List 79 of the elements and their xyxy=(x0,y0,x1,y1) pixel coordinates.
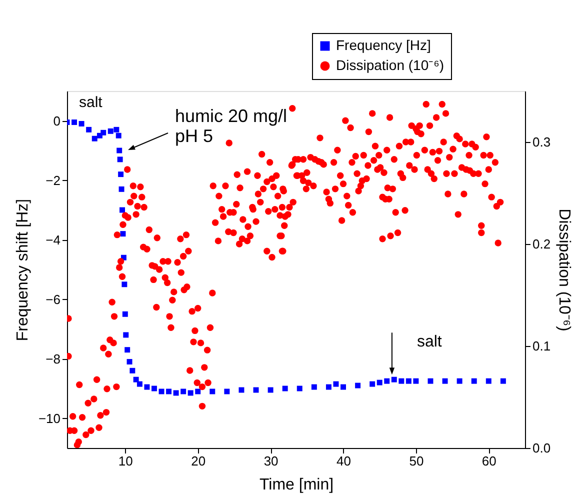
point xyxy=(355,382,361,388)
point xyxy=(500,378,506,384)
x-tick-label: 10 xyxy=(118,454,133,468)
x-tick-label: 60 xyxy=(482,454,496,468)
y2-axis-title: Dissipation (10⁻⁶) xyxy=(556,208,573,332)
point xyxy=(136,381,142,387)
point xyxy=(158,388,164,394)
y2-tick-label: 0.0 xyxy=(532,440,551,456)
point xyxy=(296,386,302,392)
y-axis-title: Frequency shift [Hz] xyxy=(14,198,32,342)
y-tick-label: 0 xyxy=(53,113,60,128)
point xyxy=(428,378,434,384)
point xyxy=(122,311,128,317)
x-tick-label: 20 xyxy=(191,454,206,468)
point xyxy=(122,282,128,288)
point xyxy=(413,378,419,384)
x-tick-label: 40 xyxy=(336,454,351,468)
point xyxy=(253,387,259,393)
point xyxy=(133,376,139,382)
point xyxy=(173,390,179,396)
x-axis-title: Time [min] xyxy=(259,476,334,494)
point xyxy=(117,156,123,162)
point xyxy=(398,378,404,384)
point xyxy=(126,358,132,364)
point xyxy=(120,207,125,213)
point xyxy=(166,388,172,394)
x-tick-label: 50 xyxy=(409,454,424,468)
point xyxy=(130,368,136,374)
point xyxy=(195,388,201,394)
point xyxy=(92,136,98,142)
y2-tick-label: 0.3 xyxy=(532,134,551,150)
annotation: salt xyxy=(79,94,104,111)
point xyxy=(224,388,230,394)
annotation: salt xyxy=(416,334,442,351)
point xyxy=(124,347,130,353)
point xyxy=(376,380,382,386)
point xyxy=(456,378,462,384)
point xyxy=(118,172,124,178)
point xyxy=(100,130,106,136)
point xyxy=(326,384,332,390)
point xyxy=(238,387,244,393)
point xyxy=(391,376,397,382)
point xyxy=(340,384,346,390)
point xyxy=(114,126,120,132)
point xyxy=(152,386,157,392)
point xyxy=(282,386,288,392)
point xyxy=(108,128,114,134)
y-tick-label: −2 xyxy=(46,172,60,188)
point xyxy=(384,378,390,384)
point xyxy=(333,381,339,387)
y2-tick-label: 0.1 xyxy=(532,338,551,354)
point xyxy=(311,384,317,390)
point xyxy=(442,378,448,384)
point xyxy=(210,388,216,394)
point xyxy=(120,231,126,237)
point xyxy=(72,120,78,125)
point xyxy=(471,378,477,384)
y-tick-label: −4 xyxy=(46,232,60,248)
point xyxy=(116,132,122,138)
y-tick-label: −10 xyxy=(38,410,60,426)
annotation: humic 20 mg/l pH 5 xyxy=(175,106,288,146)
legend-label: Frequency [Hz] xyxy=(336,37,431,53)
point xyxy=(188,390,194,396)
point xyxy=(116,148,122,154)
point xyxy=(406,378,412,384)
point xyxy=(86,126,92,132)
point xyxy=(486,378,492,384)
point xyxy=(180,388,186,394)
point xyxy=(144,384,150,390)
y-tick-label: −8 xyxy=(46,351,60,366)
point xyxy=(78,120,84,126)
legend-label: Dissipation (10⁻⁶) xyxy=(336,57,444,73)
point xyxy=(123,332,129,338)
point xyxy=(268,387,274,393)
x-tick-label: 30 xyxy=(264,454,278,468)
y-tick-label: −6 xyxy=(46,292,60,307)
point xyxy=(370,381,376,387)
point xyxy=(118,186,124,192)
y2-tick-label: 0.2 xyxy=(532,236,551,252)
